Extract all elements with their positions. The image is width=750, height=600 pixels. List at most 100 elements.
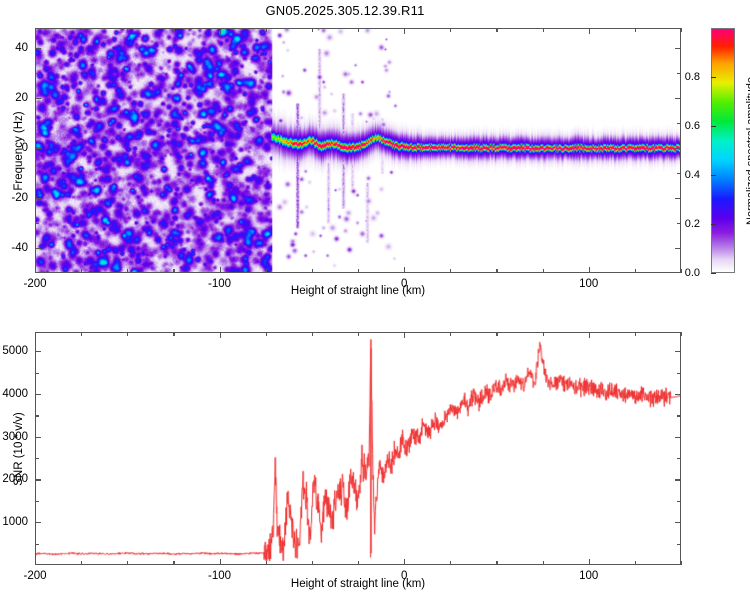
x-minor-tick: [450, 269, 452, 273]
x-minor-tick: [265, 269, 267, 273]
y-minor-tick-right: [677, 500, 681, 503]
x-minor-tick: [173, 561, 175, 565]
x-minor-tick-top: [496, 332, 498, 336]
x-major-tick-top: [404, 332, 406, 338]
x-tick-label: -100: [208, 570, 232, 582]
y-major-tick-right: [675, 522, 681, 524]
x-major-tick-top: [404, 28, 406, 34]
y-tick-label: 5000: [2, 345, 28, 358]
y-minor-tick: [35, 415, 39, 417]
x-major-tick-top: [588, 28, 590, 34]
colorbar-tick-label: 0.0: [684, 267, 700, 279]
x-minor-tick: [311, 561, 314, 565]
y-minor-tick-right: [677, 223, 681, 225]
x-minor-tick: [358, 269, 360, 273]
y-major-tick-right: [675, 436, 681, 438]
y-tick-label: 2000: [2, 473, 28, 486]
spectrogram-ylabel: Frequency (Hz): [13, 110, 25, 191]
x-major-tick: [404, 267, 406, 273]
x-minor-tick: [358, 561, 360, 565]
x-minor-tick-top: [173, 332, 175, 336]
x-minor-tick-top: [127, 28, 129, 32]
x-minor-tick: [681, 269, 683, 273]
y-minor-tick: [35, 173, 39, 175]
snr-axes: [35, 332, 681, 565]
colorbar: [711, 28, 735, 273]
x-minor-tick-top: [634, 332, 637, 336]
y-minor-tick: [35, 372, 39, 374]
y-minor-tick-right: [677, 458, 681, 460]
x-minor-tick-top: [450, 28, 452, 32]
y-minor-tick: [35, 223, 39, 225]
y-tick-label: 20: [15, 92, 28, 104]
y-major-tick: [35, 98, 41, 100]
y-minor-tick: [35, 543, 39, 545]
x-tick-label: -200: [23, 278, 47, 290]
x-tick-label: 0: [400, 278, 408, 290]
x-minor-tick-top: [358, 28, 360, 32]
y-major-tick-right: [675, 48, 681, 50]
y-tick-label: 0: [21, 142, 28, 154]
spectrogram-xlabel: Height of straight line (km): [290, 285, 426, 297]
y-tick-label: -20: [11, 192, 28, 204]
x-minor-tick-top: [681, 28, 683, 32]
x-tick-label: -200: [23, 570, 47, 582]
x-minor-tick: [81, 269, 83, 273]
x-major-tick-top: [219, 332, 221, 338]
colorbar-tick-label: 0.6: [684, 120, 700, 132]
x-minor-tick-top: [358, 332, 360, 336]
x-minor-tick-top: [634, 28, 637, 32]
y-tick-label: 1000: [2, 516, 28, 529]
x-minor-tick: [634, 269, 637, 273]
colorbar-tick: [711, 175, 716, 177]
x-minor-tick-top: [265, 332, 267, 336]
snr-ylabel: SNR (10 * v/v): [13, 411, 25, 486]
x-major-tick: [219, 559, 221, 565]
x-minor-tick: [265, 561, 267, 565]
x-tick-label: 0: [400, 570, 408, 582]
x-major-tick: [404, 559, 406, 565]
x-minor-tick-top: [450, 332, 452, 336]
x-minor-tick: [634, 561, 637, 565]
y-tick-label: -40: [11, 242, 28, 254]
spectrogram-image: [36, 29, 680, 272]
x-minor-tick-top: [81, 332, 83, 336]
y-major-tick: [35, 393, 41, 396]
x-tick-label: -100: [208, 278, 232, 290]
x-minor-tick-top: [265, 28, 267, 32]
x-minor-tick: [127, 269, 129, 273]
y-minor-tick-right: [677, 415, 681, 417]
colorbar-tick: [711, 273, 716, 275]
y-tick-label: 40: [15, 42, 28, 54]
colorbar-tick: [711, 224, 716, 226]
x-minor-tick: [681, 561, 683, 565]
y-major-tick-right: [675, 393, 681, 396]
y-major-tick: [35, 198, 41, 200]
y-major-tick-right: [675, 351, 681, 353]
y-major-tick: [35, 522, 41, 524]
x-minor-tick: [81, 561, 83, 565]
y-major-tick-right: [675, 148, 681, 150]
x-minor-tick: [450, 561, 452, 565]
y-minor-tick-right: [677, 73, 681, 75]
y-major-tick-right: [675, 198, 681, 200]
y-tick-label: 3000: [2, 430, 28, 443]
x-minor-tick: [496, 561, 498, 565]
y-major-tick-right: [675, 98, 681, 100]
x-major-tick-top: [35, 332, 37, 338]
y-minor-tick: [35, 500, 39, 503]
x-minor-tick-top: [127, 332, 129, 336]
x-minor-tick-top: [681, 332, 683, 336]
colorbar-tick-label: 0.4: [684, 169, 700, 181]
y-major-tick-right: [675, 248, 681, 250]
x-major-tick: [35, 559, 37, 565]
x-major-tick: [219, 267, 221, 273]
y-major-tick: [35, 479, 41, 481]
spectrogram-axes: [35, 28, 681, 273]
figure-title: GN05.2025.305.12.39.R11: [265, 3, 425, 18]
colorbar-tick: [711, 77, 716, 79]
y-minor-tick: [35, 73, 39, 75]
y-major-tick: [35, 148, 41, 150]
y-minor-tick-right: [677, 173, 681, 175]
